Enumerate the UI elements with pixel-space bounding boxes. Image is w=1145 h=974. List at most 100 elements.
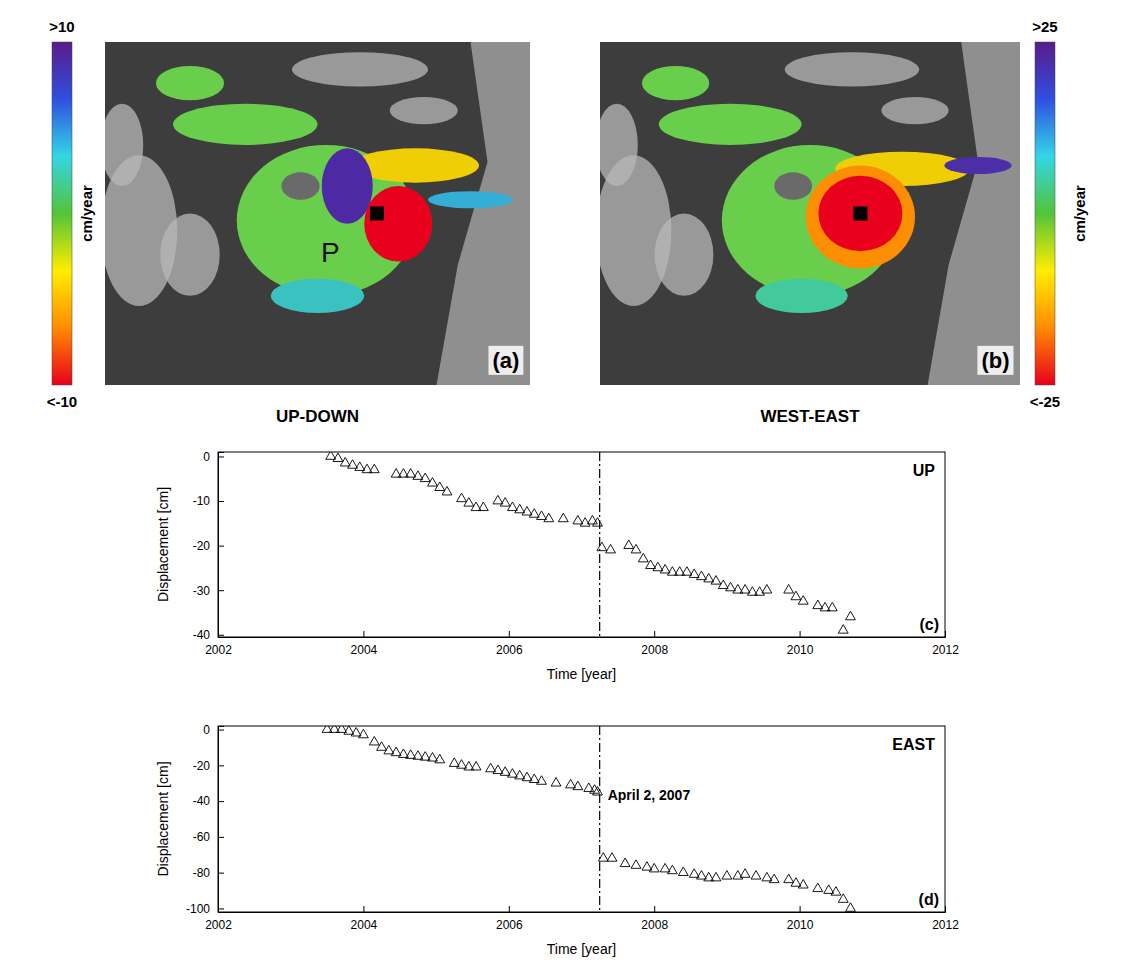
data-point <box>631 544 641 553</box>
deformation-zone <box>322 148 373 223</box>
data-point <box>762 585 772 594</box>
map-image <box>600 42 1020 385</box>
map-terrain <box>600 104 638 186</box>
data-point <box>813 600 823 609</box>
y-tick-mark <box>218 456 224 457</box>
map-dome <box>281 172 319 199</box>
data-point <box>660 564 670 573</box>
panel-letter: (c) <box>919 616 939 633</box>
y-tick-label: -20 <box>193 539 211 553</box>
map-terrain <box>160 214 220 296</box>
y-tick-label: -80 <box>193 866 211 880</box>
x-tick-label: 2010 <box>787 643 814 657</box>
data-point <box>573 781 583 790</box>
data-point <box>515 770 525 779</box>
y-tick-label: -30 <box>193 584 211 598</box>
y-tick-mark <box>218 501 224 502</box>
x-tick-label: 2006 <box>496 643 523 657</box>
plot-marks <box>326 452 856 637</box>
y-tick-label: 0 <box>203 723 210 737</box>
data-point <box>326 452 336 459</box>
y-tick: -40 <box>193 628 224 642</box>
data-point <box>420 473 430 482</box>
x-tick-mark <box>509 631 510 637</box>
data-point <box>515 504 525 513</box>
data-point <box>649 863 659 872</box>
data-point <box>573 515 583 524</box>
y-axis-title: Displacement [cm] <box>155 487 171 602</box>
data-point <box>508 502 518 511</box>
map-sea <box>437 42 531 385</box>
data-point <box>678 867 688 876</box>
data-point <box>697 871 707 880</box>
data-point <box>358 729 368 738</box>
colorbar-tick-label: <-25 <box>1030 393 1060 410</box>
deformation-zone <box>271 279 365 313</box>
x-tick: 2006 <box>496 631 523 657</box>
panel-title: UP-DOWN <box>276 407 359 426</box>
data-point <box>624 540 634 549</box>
data-point <box>529 774 539 783</box>
data-point <box>642 862 652 871</box>
data-point <box>598 853 608 862</box>
deformation-zone <box>428 191 513 208</box>
data-point <box>846 903 856 912</box>
data-point <box>798 596 808 605</box>
data-point <box>784 585 794 594</box>
data-point <box>478 502 488 511</box>
y-axis-title: Displacement [cm] <box>155 761 171 876</box>
figure: (a)P>10<-10cm/yearUP-DOWN(b)>25<-25cm/ye… <box>0 0 1145 974</box>
data-point <box>449 758 459 767</box>
x-tick-label: 2008 <box>641 918 668 932</box>
panel-letter-bg <box>977 346 1013 375</box>
x-tick-label: 2010 <box>787 918 814 932</box>
colorbar <box>1035 42 1055 385</box>
data-point <box>493 765 503 774</box>
data-point <box>620 858 630 867</box>
data-point <box>711 576 721 585</box>
panel-title: EAST <box>892 736 935 753</box>
y-tick: -60 <box>193 830 224 844</box>
data-point <box>457 493 467 502</box>
data-point <box>638 553 648 562</box>
data-point <box>722 871 732 880</box>
y-tick-mark <box>218 546 224 547</box>
map-dome <box>774 172 812 199</box>
panel-letter: (b) <box>981 348 1009 373</box>
data-point <box>537 511 547 520</box>
y-tick-mark <box>218 801 224 802</box>
point-marker <box>853 207 867 221</box>
data-point <box>333 453 343 462</box>
data-point <box>697 571 707 580</box>
deformation-zone <box>755 279 847 313</box>
data-point <box>529 509 539 518</box>
x-tick: 2004 <box>351 631 378 657</box>
panel-title: UP <box>913 462 936 479</box>
data-point <box>682 567 692 576</box>
data-point <box>718 580 728 589</box>
data-point <box>606 544 616 553</box>
x-tick-mark <box>654 631 655 637</box>
x-tick: 2012 <box>932 631 959 657</box>
deformation-zone <box>806 165 915 268</box>
panel-title: WEST-EAST <box>760 407 860 426</box>
data-point <box>442 486 452 495</box>
x-tick: 2010 <box>787 631 814 657</box>
x-tick-mark <box>800 631 801 637</box>
data-point <box>711 872 721 881</box>
data-point <box>464 498 474 507</box>
plot-marks <box>322 726 855 912</box>
x-tick: 2008 <box>641 631 668 657</box>
map-sea <box>928 42 1020 385</box>
x-tick-mark <box>800 906 801 912</box>
y-tick-mark <box>218 590 224 591</box>
data-point <box>344 726 354 734</box>
x-tick-label: 2004 <box>351 643 378 657</box>
data-point <box>597 542 607 551</box>
y-tick-mark <box>218 837 224 838</box>
map-terrain <box>390 97 458 124</box>
data-point <box>813 883 823 892</box>
data-point <box>322 726 332 732</box>
data-point <box>428 753 438 762</box>
data-point <box>646 560 656 569</box>
